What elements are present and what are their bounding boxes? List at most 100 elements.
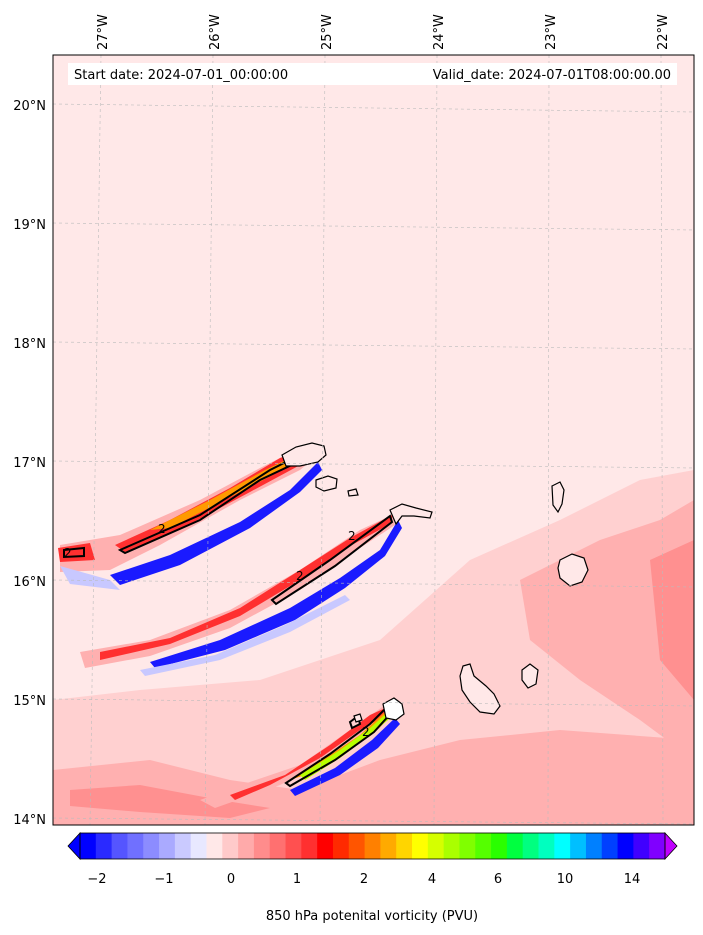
colorbar-cell: [190, 833, 207, 859]
colorbar-cell: [538, 833, 555, 859]
lat-tick: 17°N: [13, 456, 46, 471]
map-frame: [52, 54, 695, 826]
lat-tick: 16°N: [13, 575, 46, 590]
colorbar-cell: [491, 833, 508, 859]
colorbar-cell: [443, 833, 460, 859]
lat-tick: 19°N: [13, 218, 46, 233]
colorbar-extend-high: [664, 831, 678, 861]
colorbar-cell: [475, 833, 492, 859]
grid-lat-14: [52, 817, 695, 825]
grid-lon-22: [660, 54, 664, 826]
colorbar-tick: 6: [494, 872, 502, 887]
colorbar: −2 −1 0 1 2 4 6 10 14 850 hPa potenital …: [67, 831, 678, 924]
colorbar-ticks: −2 −1 0 1 2 4 6 10 14: [87, 872, 640, 887]
colorbar-cell: [649, 833, 666, 859]
island-fogo: [382, 697, 405, 721]
contour-label: 2: [296, 569, 304, 583]
grid-lon-27: [89, 54, 102, 826]
lon-tick: 27°W: [96, 14, 111, 50]
island-maio: [521, 663, 539, 689]
colorbar-cell: [269, 833, 287, 859]
colorbar-cell: [159, 833, 176, 859]
colorbar-cell: [80, 833, 97, 859]
grid-lat-17: [52, 460, 695, 469]
info-box: [68, 63, 677, 85]
colorbar-cell: [601, 833, 619, 859]
streak-north-orange: [150, 458, 290, 530]
colorbar-cell: [412, 833, 429, 859]
island-santa-luzia: [347, 488, 359, 497]
streak-middle-lightblue: [140, 595, 350, 676]
streak-north-blue: [110, 462, 322, 585]
islands: [281, 442, 589, 723]
colorbar-tick: −2: [87, 872, 106, 887]
colorbar-cell: [285, 833, 302, 859]
colorbar-cell: [317, 833, 334, 859]
grid-lat-15: [52, 698, 695, 707]
colorbar-cell: [332, 833, 350, 859]
colorbar-tick: 4: [428, 872, 436, 887]
contour-label: 2: [158, 522, 166, 536]
pv-shading-broad: [53, 470, 694, 825]
contour-label: 2: [362, 725, 370, 739]
island-santiago: [459, 663, 501, 715]
colorbar-cell: [459, 833, 476, 859]
lat-tick: 18°N: [13, 337, 46, 352]
contour-labels: 2 2 2 2 2: [64, 522, 370, 739]
colorbar-tick: 2: [360, 872, 368, 887]
colorbar-cell: [427, 833, 445, 859]
colorbar-cell: [570, 833, 587, 859]
colorbar-cell: [554, 833, 571, 859]
colorbar-cell: [238, 833, 255, 859]
lon-tick: 25°W: [320, 14, 335, 50]
contour-north-west: [63, 546, 85, 559]
colorbar-tick: 10: [557, 872, 574, 887]
contour-label: 2: [348, 529, 356, 543]
colorbar-cell: [633, 833, 650, 859]
island-sao-nicolau: [389, 503, 433, 526]
start-date-label: Start date: 2024-07-01_00:00:00: [74, 68, 288, 83]
streak-south-orange: [290, 712, 388, 780]
colorbar-cell: [585, 833, 603, 859]
grid-lon-23: [547, 54, 550, 826]
colorbar-title: 850 hPa potenital vorticity (PVU): [266, 909, 478, 924]
colorbar-frame: [79, 832, 666, 860]
lat-tick: 20°N: [13, 99, 46, 114]
colorbar-cell: [95, 833, 113, 859]
colorbar-cell: [206, 833, 223, 859]
grid-lon-26: [204, 54, 214, 826]
streak-south-green: [300, 712, 390, 780]
colorbar-cell: [396, 833, 413, 859]
colorbar-cell: [127, 833, 144, 859]
lat-tick: 14°N: [13, 813, 46, 828]
lon-tick: 26°W: [208, 14, 223, 50]
streak-north-lightblue: [60, 566, 120, 590]
contour-middle: [270, 514, 394, 606]
island-brava: [353, 713, 363, 723]
island-santo-antao: [281, 442, 327, 467]
colorbar-cell: [301, 833, 318, 859]
grid-lon-25: [319, 54, 326, 826]
colorbar-extend-low: [67, 831, 81, 861]
pv-streak-north: [58, 448, 322, 590]
colorbar-cell: [174, 833, 192, 859]
grid-lat-20: [52, 103, 695, 113]
grid-lat-16: [52, 579, 695, 588]
colorbar-cell: [222, 833, 239, 859]
pv-area-east-strong: [650, 540, 694, 700]
lon-tick-labels: 27°W 26°W 25°W 24°W 23°W 22°W: [96, 14, 671, 50]
colorbar-cell: [522, 833, 540, 859]
colorbar-cells: [80, 833, 666, 859]
contour-label: 2: [64, 546, 72, 560]
colorbar-tick: −1: [154, 872, 173, 887]
grid-lat-18: [52, 341, 695, 350]
grid-lat-19: [52, 222, 695, 231]
colorbar-cell: [506, 833, 524, 859]
colorbar-cell: [143, 833, 160, 859]
lon-tick: 23°W: [544, 14, 559, 50]
colorbar-tick: 14: [624, 872, 641, 887]
colorbar-cell: [364, 833, 381, 859]
pv-streak-middle: [80, 514, 402, 676]
lat-tick: 15°N: [13, 694, 46, 709]
colorbar-cell: [380, 833, 397, 859]
